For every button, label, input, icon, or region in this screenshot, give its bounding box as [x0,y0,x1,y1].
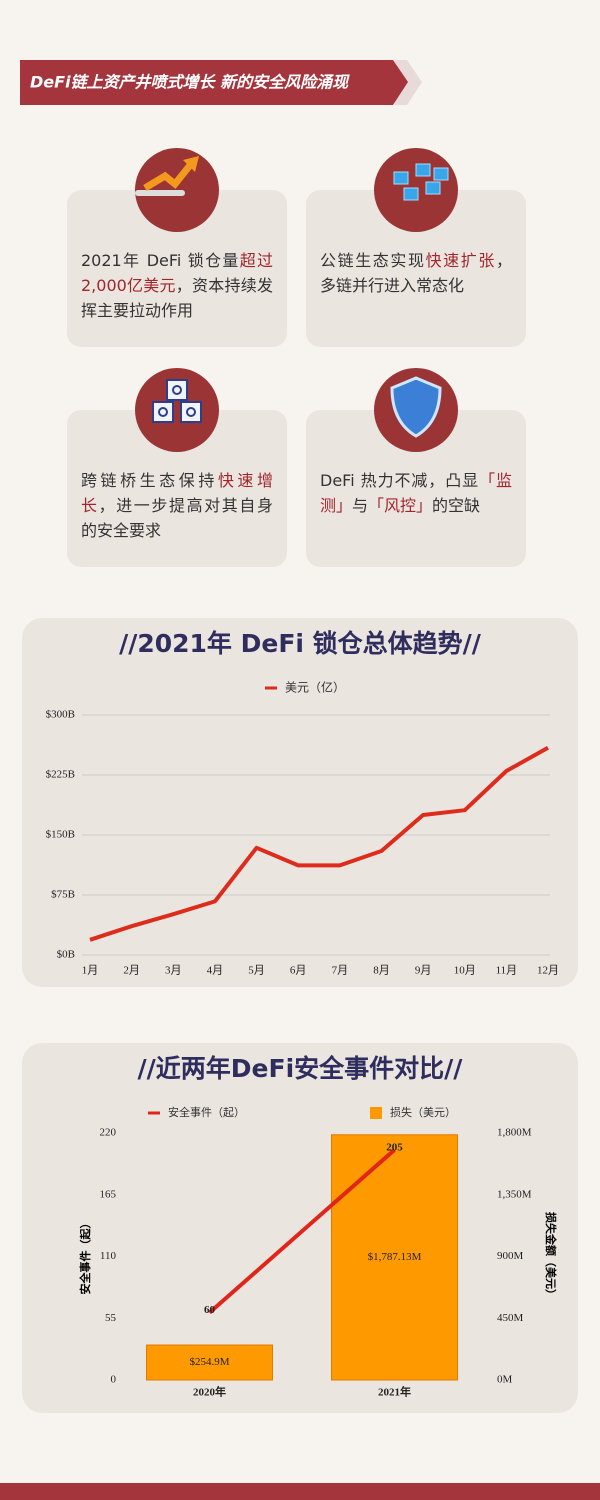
y-tick-label: $0B [57,949,75,961]
x-tick-label: 2021年 [378,1385,411,1399]
card-text: 公链生态实现快速扩张，多链并行进入常态化 [320,248,512,298]
icon-part [425,181,441,195]
y-tick-label: $75B [51,889,75,901]
legend-label: 损失（美元） [390,1105,456,1119]
legend-swatch [370,1107,382,1119]
y-axis-title: 安全事件（起） [78,1218,92,1295]
card-text-part: 的空缺 [432,496,481,515]
legend-label: 安全事件（起） [168,1105,245,1119]
highlight-text: 快速扩张 [425,251,496,270]
icon-part [433,167,449,181]
x-tick-label: 4月 [207,965,224,977]
icon-part [143,161,194,192]
y-tick-label: 220 [100,1127,117,1139]
icon-part [390,376,442,438]
card-text-part: ，进一步提高对其自身的安全要求 [81,496,273,540]
card-text-part: 公链生态实现 [320,251,426,270]
card-text: DeFi 热力不减，凸显「监测」与「风控」的空缺 [320,468,512,518]
highlight-text: 超过2,000亿美元 [81,251,273,295]
bar [331,1134,458,1381]
y-tick-label: $225B [46,769,75,781]
card [306,410,526,567]
series-line [208,1148,396,1315]
card-text: 跨链桥生态保持快速增长，进一步提高对其自身的安全要求 [81,468,273,543]
chart-title: //近两年DeFi安全事件对比// [138,1054,464,1083]
point-label: 205 [386,1141,403,1153]
highlight-text: 「风控」 [368,496,433,515]
y-tick-label: 0 [111,1374,117,1386]
bar-value-label: $1,787.13M [368,1251,422,1263]
x-tick-label: 9月 [415,965,432,977]
card [67,190,287,347]
highlight-text: 快速增长 [81,471,273,515]
footer-band [0,1483,600,1500]
icon-part [152,401,174,423]
y2-tick-label: 450M [497,1312,524,1324]
legend-label: 美元（亿） [285,680,345,695]
x-tick-label: 5月 [248,965,265,977]
card-text-part: 与 [352,496,369,515]
x-tick-label: 3月 [165,965,182,977]
y-tick-label: 55 [105,1312,117,1324]
x-tick-label: 12月 [537,965,559,977]
x-tick-label: 11月 [496,965,518,977]
bar-value-label: $254.9M [189,1356,229,1368]
card-text-part: DeFi 热力不减，凸显 [320,471,480,490]
series-line [89,746,549,942]
x-tick-label: 2020年 [193,1385,226,1399]
banner [20,60,408,105]
x-tick-label: 2月 [123,965,140,977]
card-text: 2021年 DeFi 锁仓量超过2,000亿美元，资本持续发挥主要拉动作用 [81,248,273,323]
icon-part [393,171,409,185]
icon-part [415,163,431,177]
x-tick-label: 7月 [332,965,349,977]
card-text-part: ，资本持续发挥主要拉动作用 [81,276,273,320]
x-tick-label: 6月 [290,965,307,977]
card-icon-bg [135,368,219,452]
card-text-part: 2021年 DeFi 锁仓量 [81,251,240,270]
y-tick-label: $300B [46,709,75,721]
icon-part [158,407,168,417]
chart-title: //2021年 DeFi 锁仓总体趋势// [119,629,482,658]
y2-tick-label: 0M [497,1374,513,1386]
y2-tick-label: 1,800M [497,1127,532,1139]
point-label: 60 [204,1304,216,1316]
card [306,190,526,347]
icon-part [166,379,188,401]
bar [146,1344,273,1381]
banner-tail [395,60,422,105]
icon-part [135,190,185,196]
y-tick-label: 110 [100,1250,117,1262]
card-text-part: 跨链桥生态保持 [81,471,218,490]
y2-tick-label: 900M [497,1250,524,1262]
card-text-part: ，多链并行进入常态化 [320,251,512,295]
icon-part [403,187,419,201]
y-tick-label: 165 [100,1188,117,1200]
y2-tick-label: 1,350M [497,1188,532,1200]
header-title: DeFi链上资产井喷式增长 新的安全风险涌现 [30,73,350,92]
x-tick-label: 8月 [373,965,390,977]
x-tick-label: 10月 [454,965,476,977]
icon-part [183,156,199,172]
highlight-text: 「监测」 [320,471,512,515]
chart-panel [22,618,578,987]
icon-part [186,407,196,417]
x-tick-label: 1月 [82,965,99,977]
chart-panel [22,1043,578,1413]
icon-part [180,401,202,423]
card [67,410,287,567]
y-tick-label: $150B [46,829,75,841]
icon-part [172,385,182,395]
y2-axis-title: 损失金额（美元） [544,1212,558,1300]
